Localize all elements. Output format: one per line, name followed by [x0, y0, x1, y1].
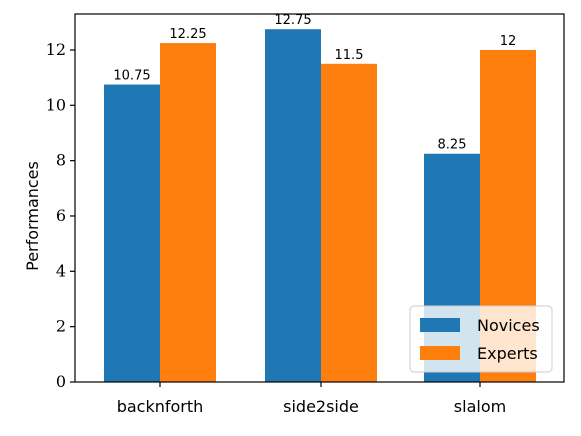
data-label-novices-side2side: 12.75: [274, 13, 311, 28]
x-tick-label: side2side: [283, 397, 359, 416]
y-tick-label: 8: [56, 151, 66, 170]
y-tick-label: 12: [46, 40, 66, 59]
legend: Novices Experts: [409, 305, 553, 373]
y-tick-label: 2: [56, 317, 66, 336]
legend-label-experts: Experts: [477, 344, 538, 363]
bar-novices-backnforth: [104, 84, 160, 382]
bar-experts-side2side: [321, 63, 377, 383]
y-tick-label: 4: [56, 261, 66, 280]
data-labels-group: 10.75 12.75 8.25 12.25 11.5 12: [113, 13, 516, 153]
bar-experts-backnforth: [160, 43, 216, 382]
data-label-experts-slalom: 12: [500, 34, 517, 49]
legend-swatch-novices: [420, 318, 460, 332]
axes-group: 0 2 4 6 8 10 12 backnforth side2side slalom: [46, 13, 565, 416]
legend-swatch-experts: [420, 346, 460, 360]
y-tick-label: 10: [46, 95, 66, 114]
bar-novices-side2side: [265, 29, 321, 382]
data-label-novices-slalom: 8.25: [438, 138, 467, 153]
data-label-experts-side2side: 11.5: [335, 48, 364, 63]
y-tick-label: 0: [56, 372, 66, 391]
axes-frame: [74, 13, 565, 383]
data-label-experts-backnforth: 12.25: [169, 27, 206, 42]
y-axis-title: Performances: [23, 161, 42, 271]
y-tick-label: 6: [56, 206, 66, 225]
data-label-novices-backnforth: 10.75: [113, 69, 150, 84]
bars-group: [104, 29, 536, 383]
x-tick-label: backnforth: [117, 397, 204, 416]
legend-label-novices: Novices: [477, 316, 540, 335]
x-tick-label: slalom: [454, 397, 506, 416]
